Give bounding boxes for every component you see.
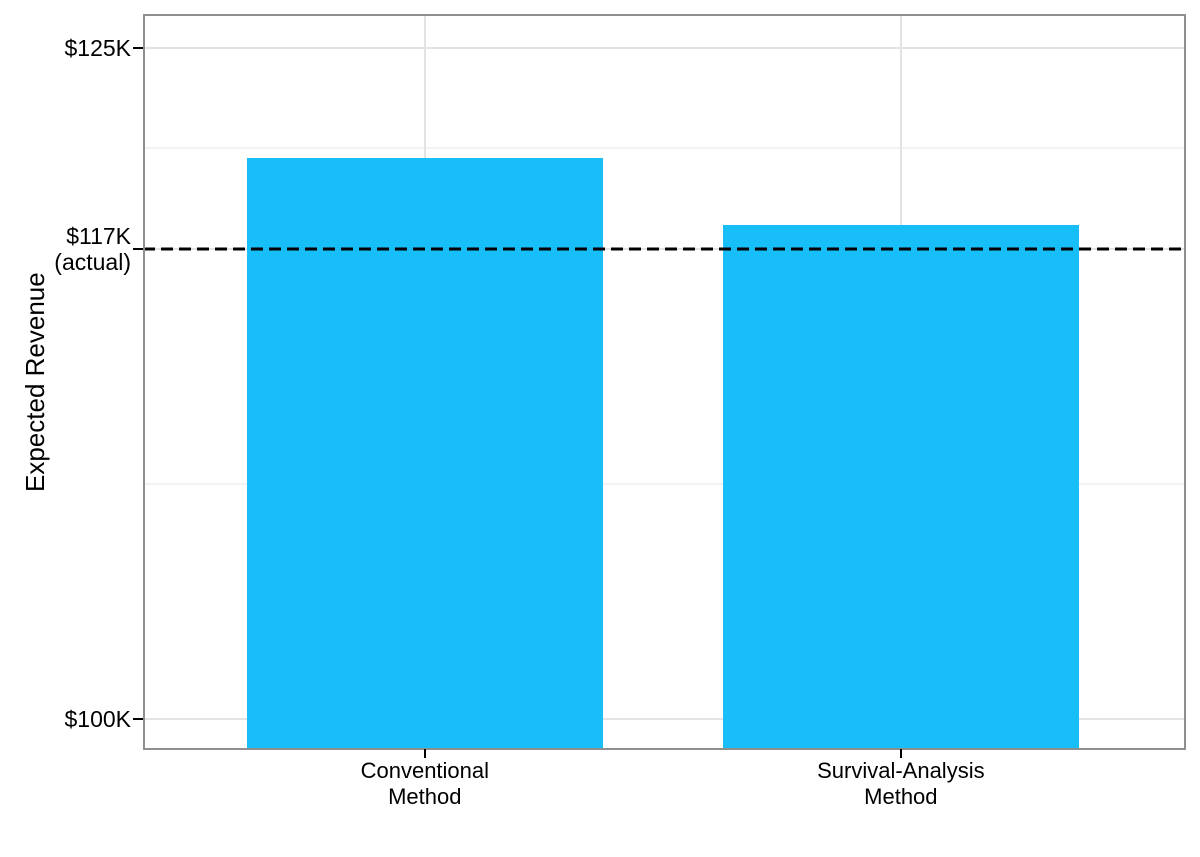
bar-conventional-method: [246, 157, 603, 750]
x-axis-tick: [899, 749, 902, 758]
x-axis-tick-label-conventional-method: Conventional Method: [361, 758, 489, 810]
y-axis-tick-label-line: $100K: [64, 706, 131, 733]
x-axis-tick-label-line: Method: [864, 784, 938, 809]
y-axis-tick-label-line: (actual): [54, 249, 131, 276]
x-axis-tick-label-line: Survival-Analysis: [817, 758, 985, 783]
actual-revenue-reference-line: [143, 247, 1186, 251]
y-axis-tick-label-line: $125K: [64, 34, 131, 61]
y-axis-tick: [133, 46, 143, 49]
gridline-major: [143, 46, 1186, 49]
y-axis-tick-label: $117K (actual): [54, 223, 131, 275]
y-axis-tick-label-line: $117K: [66, 223, 131, 250]
x-axis-tick-label-line: Method: [388, 784, 462, 809]
y-axis-tick: [133, 248, 143, 251]
gridline-major: [143, 718, 1186, 721]
bar-survival-analysis-method: [723, 224, 1079, 750]
gridline-minor: [143, 483, 1186, 486]
y-axis-tick-label: $125K: [64, 35, 131, 61]
y-axis-tick: [133, 718, 143, 721]
x-axis-tick-label-line: Conventional: [360, 758, 490, 783]
y-axis-tick-label: $100K: [64, 706, 131, 732]
y-axis-title: Expected Revenue: [20, 272, 50, 492]
x-axis-tick: [423, 749, 426, 758]
x-axis-tick-label-survival-analysis-method: Survival-Analysis Method: [817, 758, 985, 810]
plot-panel: [143, 14, 1186, 750]
gridline-minor: [143, 147, 1186, 150]
